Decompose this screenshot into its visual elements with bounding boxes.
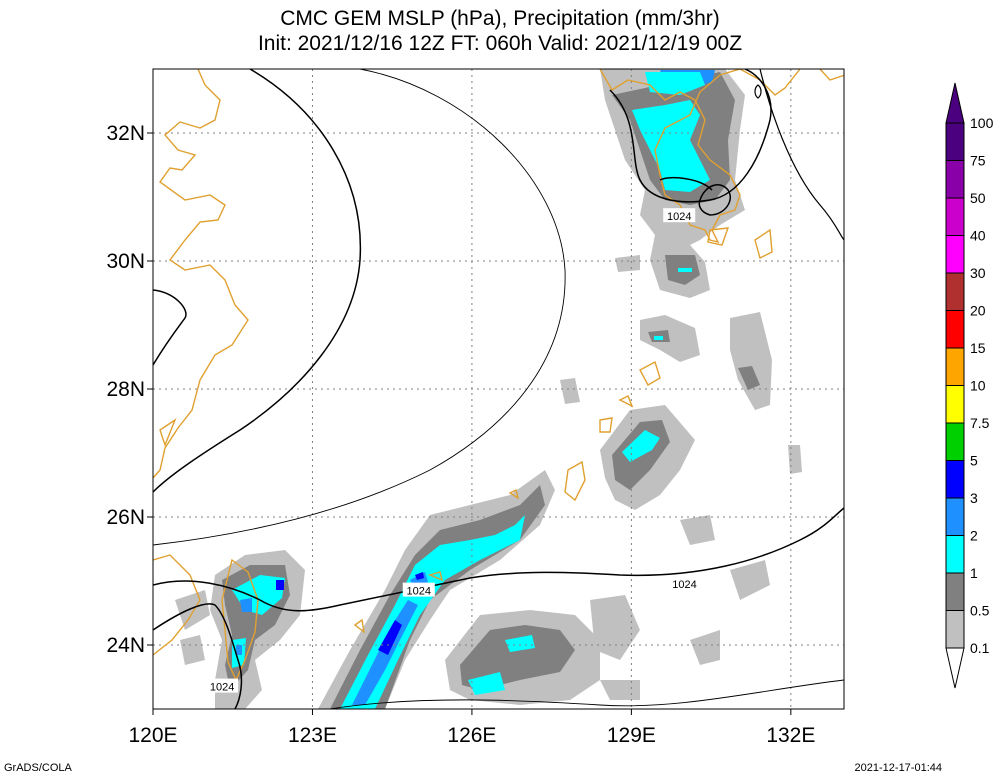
title-line-2: Init: 2021/12/16 12Z FT: 060h Valid: 202… [257,32,743,55]
footer-timestamp: 2021-12-17-01:44 [854,762,942,774]
colorbar-swatch [945,347,965,386]
colorbar-label: 0.1 [970,640,990,656]
colorbar-label: 15 [970,340,986,356]
colorbar-label: 2 [970,528,978,544]
longitude-ticks: 120E 123E 126E 129E 132E [128,709,815,747]
isobar-taiwan [153,603,243,709]
colorbar-label: 10 [970,378,986,394]
colorbar-swatch [945,310,965,349]
colorbar-swatch [945,197,965,236]
isobar-east [759,69,844,241]
colorbar-swatch [945,160,965,199]
isobar-labels: 1024 1024 1024 1024 [206,208,701,694]
colorbar-label: 75 [970,153,986,169]
isobar-label: 1024 [407,586,431,598]
colorbar-label: 5 [970,453,978,469]
title-line-1: CMC GEM MSLP (hPa), Precipitation (mm/3h… [280,7,720,30]
isobar-southeast [329,679,844,709]
lon-tick-label: 126E [447,724,496,747]
isobar-label: 1024 [672,579,696,591]
footer-software: GrADS/COLA [4,762,72,774]
coastlines [153,69,844,682]
colorbar-label: 50 [970,190,986,206]
colorbar-swatch [945,610,965,649]
colorbar-swatch [945,235,965,274]
isobar-west [153,289,187,366]
colorbar-label: 20 [970,303,986,319]
isobar-label: 1024 [210,682,234,694]
colorbar-label: 30 [970,265,986,281]
china-coastline [153,69,249,479]
isobar-label-bg [663,208,696,223]
colorbar-swatch [945,572,965,611]
isobar-label: 1024 [667,211,691,223]
lat-tick-label: 32N [106,122,145,145]
isobar-label-bg [668,576,701,591]
lat-tick-label: 30N [106,250,145,273]
latitude-ticks: 24N 26N 28N 30N 32N [106,122,153,657]
lon-tick-label: 120E [128,724,177,747]
colorbar-swatch [945,497,965,536]
colorbar-label: 1 [970,565,978,581]
lon-tick-label: 132E [766,724,815,747]
colorbar-label: 7.5 [970,415,990,431]
colorbar-label: 0.5 [970,603,990,619]
lon-tick-label: 123E [288,724,337,747]
colorbar-swatch [945,535,965,574]
colorbar-bottom-arrow [945,647,965,689]
colorbar-label: 40 [970,228,986,244]
lat-tick-label: 24N [106,634,145,657]
colorbar-swatch [945,385,965,424]
precip-area-1 [632,100,710,192]
colorbar-swatch [945,272,965,311]
colorbar-top-arrow [945,82,965,124]
colorbar-swatch [945,460,965,499]
precipitation-colorbar: 0.1 0.5 1 2 3 5 7.5 10 15 20 30 40 50 75 100 [945,82,994,689]
isobar-china-coast [153,69,362,493]
lon-tick-label: 129E [607,724,656,747]
isobar-inner [153,69,566,546]
lat-tick-label: 26N [106,506,145,529]
precipitation-shading [175,69,802,709]
kyushu-coastline [599,69,741,244]
colorbar-swatch [945,122,965,161]
isobar-label-bg [206,678,239,693]
map-gridlines [153,69,844,709]
colorbar-label: 3 [970,490,978,506]
colorbar-label: 100 [970,115,994,131]
colorbar-swatch [945,422,965,461]
isobars [153,69,844,709]
lat-tick-label: 28N [106,378,145,401]
isobar-label-bg [402,582,435,597]
map-title: CMC GEM MSLP (hPa), Precipitation (mm/3h… [0,6,1000,56]
isobar-1024-south [153,507,844,612]
